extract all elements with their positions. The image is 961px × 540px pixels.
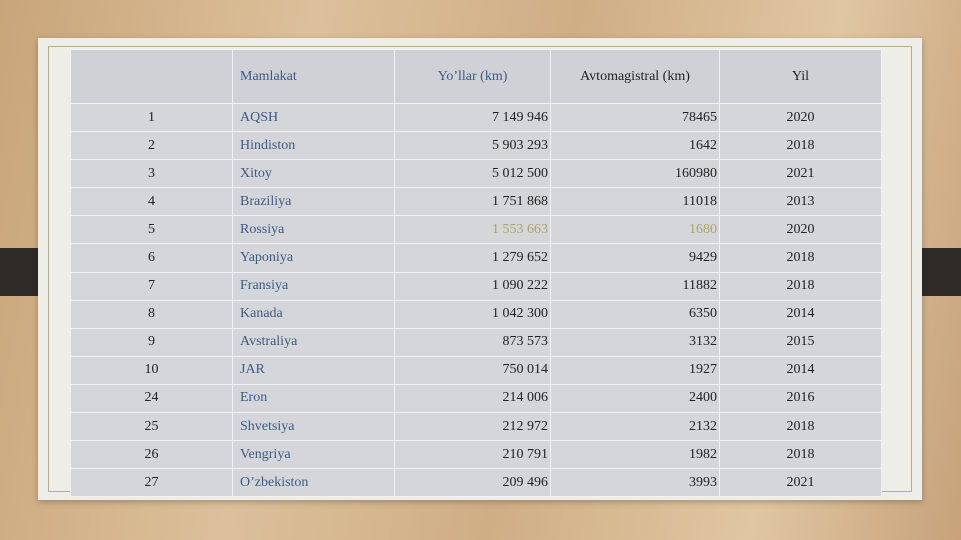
table-cell: AQSH [232, 102, 395, 133]
table-cell: 2013 [719, 187, 882, 217]
table-cell: 4 [70, 187, 233, 217]
table-cell: 5 903 293 [394, 131, 551, 161]
table-cell: 1 042 300 [394, 299, 551, 329]
table-row: 10 JAR 750 014 1927 2014 [70, 355, 882, 385]
table-cell: 1982 [550, 440, 720, 470]
table-cell: 27 [70, 468, 233, 498]
table-row: 24 Eron 214 006 2400 2016 [70, 383, 882, 414]
table-row: 26 Vengriya 210 791 1982 2018 [70, 440, 882, 470]
table-cell: Shvetsiya [232, 412, 395, 442]
table-row: 5 Rossiya 1 553 663 1680 2020 [70, 215, 882, 245]
table-cell: 2021 [719, 468, 882, 498]
table-cell: 5 012 500 [394, 159, 551, 189]
table-cell: 750 014 [394, 355, 551, 385]
table-cell: Fransiya [232, 271, 395, 301]
table-cell: 2 [70, 131, 233, 161]
table-cell: 5 [70, 215, 233, 245]
table-cell: 2018 [719, 243, 882, 273]
table-row: 6 Yaponiya 1 279 652 9429 2018 [70, 243, 882, 273]
table-cell: 1 [70, 102, 233, 133]
table-cell: 26 [70, 440, 233, 470]
table-cell: Braziliya [232, 187, 395, 217]
table-cell: 2018 [719, 440, 882, 470]
table-cell: 1 751 868 [394, 187, 551, 217]
table-row: 1 AQSH 7 149 946 78465 2020 [70, 102, 882, 133]
table-row: 4 Braziliya 1 751 868 11018 2013 [70, 187, 882, 217]
table-cell: 1 553 663 [394, 215, 551, 245]
table-cell: 212 972 [394, 412, 551, 442]
table-cell: 2018 [719, 271, 882, 301]
table-cell: 2014 [719, 299, 882, 329]
table-cell: 2015 [719, 327, 882, 357]
table-row: 2 Hindiston 5 903 293 1642 2018 [70, 131, 882, 161]
header-cell: Avtomagistral (km) [550, 49, 720, 104]
table-cell: 2020 [719, 102, 882, 133]
table-cell: 210 791 [394, 440, 551, 470]
table-cell: 3 [70, 159, 233, 189]
table-cell: Yaponiya [232, 243, 395, 273]
table-cell: 160980 [550, 159, 720, 189]
header-row: Mamlakat Yo’llar (km) Avtomagistral (km) Yi… [70, 49, 882, 104]
table-cell: Rossiya [232, 215, 395, 245]
table-cell: 11882 [550, 271, 720, 301]
data-table: Mamlakat Yo’llar (km) Avtomagistral (km) Yi… [70, 49, 882, 498]
table-cell: 2014 [719, 355, 882, 385]
table-cell: 8 [70, 299, 233, 329]
table-cell: 10 [70, 355, 233, 385]
table-cell: O’zbekiston [232, 468, 395, 498]
table-cell: 78465 [550, 102, 720, 133]
table-cell: 1642 [550, 131, 720, 161]
table-cell: 1 279 652 [394, 243, 551, 273]
table-cell: 11018 [550, 187, 720, 217]
table-cell: 6350 [550, 299, 720, 329]
table-cell: Xitoy [232, 159, 395, 189]
table-row: 25 Shvetsiya 212 972 2132 2018 [70, 412, 882, 442]
table-cell: Vengriya [232, 440, 395, 470]
table-cell: 3993 [550, 468, 720, 498]
table-cell: 9 [70, 327, 233, 357]
table-cell: 209 496 [394, 468, 551, 498]
table-row: 7 Fransiya 1 090 222 11882 2018 [70, 271, 882, 301]
table-cell: 2132 [550, 412, 720, 442]
table-cell: 1680 [550, 215, 720, 245]
table-row: 9 Avstraliya 873 573 3132 2015 [70, 327, 882, 357]
table-cell: 2018 [719, 412, 882, 442]
header-cell: Yo’llar (km) [394, 49, 551, 104]
table-cell: 2400 [550, 383, 720, 414]
table-cell: 24 [70, 383, 233, 414]
table-cell: JAR [232, 355, 395, 385]
table-cell: Eron [232, 383, 395, 414]
table-cell: 214 006 [394, 383, 551, 414]
table-cell: 2016 [719, 383, 882, 414]
table-cell: 25 [70, 412, 233, 442]
table-cell: 1 090 222 [394, 271, 551, 301]
table-cell: 873 573 [394, 327, 551, 357]
table-cell: 7 [70, 271, 233, 301]
table-row: 8 Kanada 1 042 300 6350 2014 [70, 299, 882, 329]
table-cell: Kanada [232, 299, 395, 329]
table-cell: 2020 [719, 215, 882, 245]
table-cell: 7 149 946 [394, 102, 551, 133]
table-cell: 1927 [550, 355, 720, 385]
header-cell: Mamlakat [232, 49, 395, 104]
header-cell [70, 49, 233, 104]
table-cell: 9429 [550, 243, 720, 273]
header-cell: Yil [719, 49, 882, 104]
table-cell: 6 [70, 243, 233, 273]
table-row: 27 O’zbekiston 209 496 3993 2021 [70, 468, 882, 498]
table-cell: 3132 [550, 327, 720, 357]
table-row: 3 Xitoy 5 012 500 160980 2021 [70, 159, 882, 189]
table-cell: Hindiston [232, 131, 395, 161]
table-cell: 2018 [719, 131, 882, 161]
table-cell: Avstraliya [232, 327, 395, 357]
table-cell: 2021 [719, 159, 882, 189]
